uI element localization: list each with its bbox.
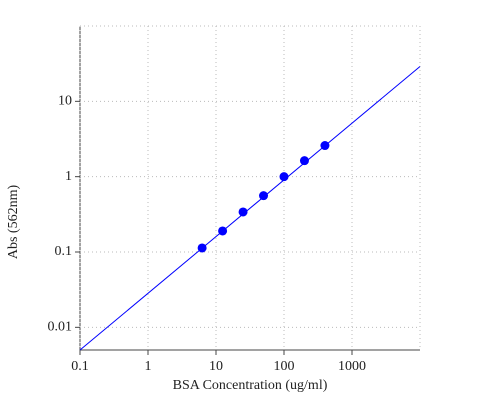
data-point	[259, 191, 269, 201]
data-point	[299, 156, 309, 166]
data-point	[320, 141, 330, 151]
x-axis-label: BSA Concentration (ug/ml)	[173, 378, 328, 393]
y-tick-label: 0.01	[48, 320, 73, 335]
data-point	[279, 172, 289, 182]
x-tick-label: 10	[209, 359, 223, 374]
y-axis-label: Abs (562nm)	[6, 185, 21, 260]
y-tick-label: 0.1	[55, 244, 73, 259]
data-point	[218, 226, 228, 236]
x-tick-label: 100	[274, 359, 295, 374]
y-tick-label: 1	[65, 169, 72, 184]
x-tick-label: 1	[145, 359, 152, 374]
data-point	[197, 243, 207, 253]
x-tick-label: 1000	[338, 359, 366, 374]
data-point	[238, 207, 248, 217]
fit-line	[79, 66, 421, 351]
y-tick-label: 10	[58, 94, 72, 109]
x-tick-label: 0.1	[71, 359, 89, 374]
